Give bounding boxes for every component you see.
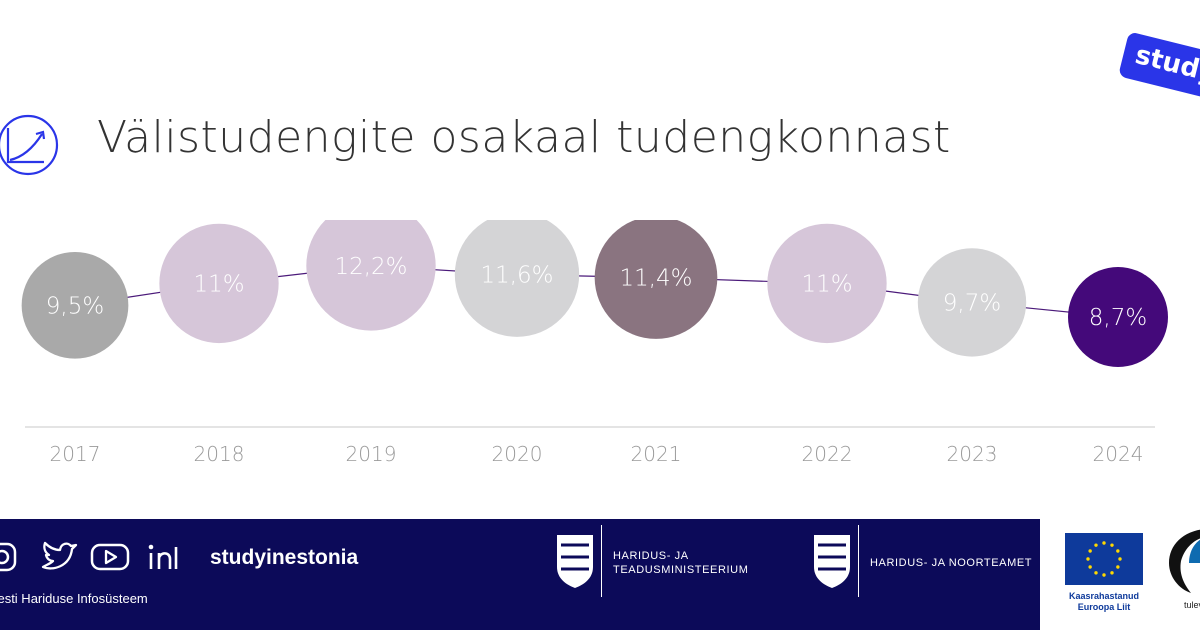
brand-badge-text: study	[1132, 40, 1200, 90]
studyinestonia-logo-badge: study	[1118, 31, 1200, 103]
linkedin-icon[interactable]	[146, 541, 182, 573]
data-bubble	[1068, 267, 1168, 367]
data-label: 8,7%	[1089, 305, 1147, 331]
data-bubble	[594, 220, 718, 339]
data-point-2017: 9,5%	[21, 251, 129, 359]
youtube-icon[interactable]	[89, 541, 131, 573]
eu-star	[1110, 571, 1114, 575]
ministry-divider	[601, 525, 602, 597]
data-label: 11,6%	[480, 263, 553, 289]
social-handle[interactable]: studyinestonia	[210, 546, 359, 569]
eu-caption-line-1: Kaasrahastanud	[1068, 591, 1140, 601]
data-bubble	[306, 220, 436, 331]
coat-of-arms-icon	[814, 535, 850, 588]
data-label: 9,5%	[46, 293, 104, 319]
agency-name: Haridus- ja Noorteamet	[870, 557, 1033, 569]
data-label: 11%	[801, 271, 852, 297]
source-text: Allikas: Eesti Hariduse Infosüsteem	[0, 591, 148, 606]
eu-star	[1088, 565, 1092, 569]
eu-star	[1102, 541, 1106, 545]
eu-star	[1116, 549, 1120, 553]
data-point-2022: 11%	[767, 223, 887, 344]
eu-caption-line-2: Euroopa Liit	[1077, 602, 1131, 612]
x-tick-label: 2024	[1093, 442, 1144, 466]
eu-star	[1094, 571, 1098, 575]
eu-star	[1094, 543, 1098, 547]
coat-of-arms-icon	[557, 535, 593, 588]
x-tick-label: 2020	[492, 442, 543, 466]
agency-divider	[858, 525, 859, 597]
data-label: 11%	[193, 271, 244, 297]
ministry-name-line-2: Teadusministeerium	[613, 564, 749, 576]
data-point-2020: 11,6%	[454, 220, 580, 337]
x-tick-label: 2022	[802, 442, 853, 466]
x-tick-label: 2019	[346, 442, 397, 466]
data-label: 9,7%	[943, 290, 1001, 316]
data-bubble	[917, 248, 1027, 357]
eu-star	[1118, 557, 1122, 561]
x-tick-label: 2018	[194, 442, 245, 466]
data-bubble	[767, 223, 887, 344]
tulevik-emblem-icon	[1169, 529, 1200, 593]
x-tick-label: 2023	[947, 442, 998, 466]
share-chart: 9,5% 11% 12,2% 11,6% 11,4% 11% 9,7% 8,7% 2017 20…	[21, 220, 1168, 466]
eu-flag-icon	[1065, 533, 1143, 585]
instagram-icon[interactable]	[0, 541, 18, 573]
data-bubble	[159, 223, 279, 344]
growth-chart-icon	[0, 114, 59, 176]
x-tick-label: 2017	[50, 442, 101, 466]
twitter-icon[interactable]	[40, 541, 78, 573]
data-point-2024: 8,7%	[1068, 267, 1168, 367]
tulevik-caption: tulevik	[1184, 600, 1200, 610]
data-bubble	[454, 220, 580, 337]
data-bubble	[21, 251, 129, 359]
data-point-2019: 12,2%	[306, 220, 436, 331]
data-label: 11,4%	[619, 266, 692, 292]
page-title: Välistudengite osakaal tudengkonnast	[97, 112, 951, 163]
ministry-name-line-1: Haridus- ja	[613, 550, 689, 562]
eu-star	[1116, 565, 1120, 569]
data-label: 12,2%	[334, 254, 407, 280]
eu-caption: Kaasrahastanud Euroopa Liit	[1058, 591, 1150, 613]
x-tick-label: 2021	[631, 442, 682, 466]
eu-star	[1102, 573, 1106, 577]
data-point-2021: 11,4%	[594, 220, 718, 339]
eu-star	[1110, 543, 1114, 547]
eu-star	[1086, 557, 1090, 561]
data-point-2023: 9,7%	[917, 248, 1027, 357]
footer-bar: studyinestonia Allikas: Eesti Hariduse I…	[0, 519, 1040, 630]
eu-star	[1088, 549, 1092, 553]
data-point-2018: 11%	[159, 223, 279, 344]
